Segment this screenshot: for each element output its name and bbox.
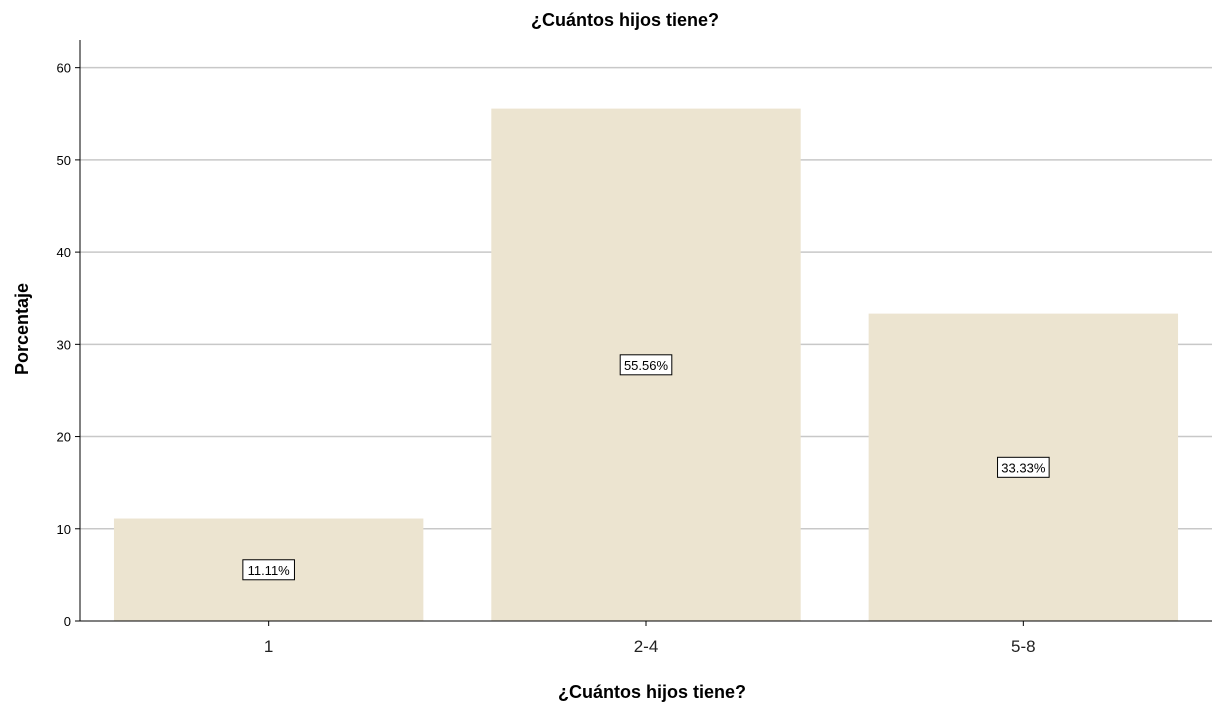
x-axis-title: ¿Cuántos hijos tiene? (558, 682, 746, 702)
data-label-box (619, 354, 673, 376)
chart-title: ¿Cuántos hijos tiene? (531, 10, 719, 30)
x-tick-label-5-8: 5-8 (1011, 637, 1036, 656)
y-tick-label: 60 (57, 61, 71, 76)
y-tick-label: 50 (57, 153, 71, 168)
data-label-box (997, 456, 1050, 478)
y-tick-label: 30 (57, 337, 71, 352)
x-axis-ticks: 1 2-4 5-8 (264, 621, 1036, 656)
x-tick-label-1: 1 (264, 637, 273, 656)
y-tick-label: 40 (57, 245, 71, 260)
data-label-text: 11.11% (248, 563, 291, 578)
y-tick-label: 0 (64, 614, 71, 629)
data-label-1: 11.11% (242, 559, 295, 581)
x-tick-label-2-4: 2-4 (634, 637, 659, 656)
data-label-box (242, 559, 295, 581)
y-axis-title: Porcentaje (12, 283, 32, 375)
y-tick-label: 20 (57, 430, 71, 445)
y-axis-ticks: 0 10 20 30 40 50 60 (57, 61, 80, 629)
y-tick-label: 10 (57, 522, 71, 537)
data-label-text: 33.33% (1001, 460, 1046, 475)
data-label-2-4: 55.56% (619, 354, 673, 376)
data-label-5-8: 33.33% (997, 456, 1050, 478)
data-labels: 11.11% 55.56% 33.33% (242, 354, 1050, 581)
data-label-text: 55.56% (624, 358, 669, 373)
